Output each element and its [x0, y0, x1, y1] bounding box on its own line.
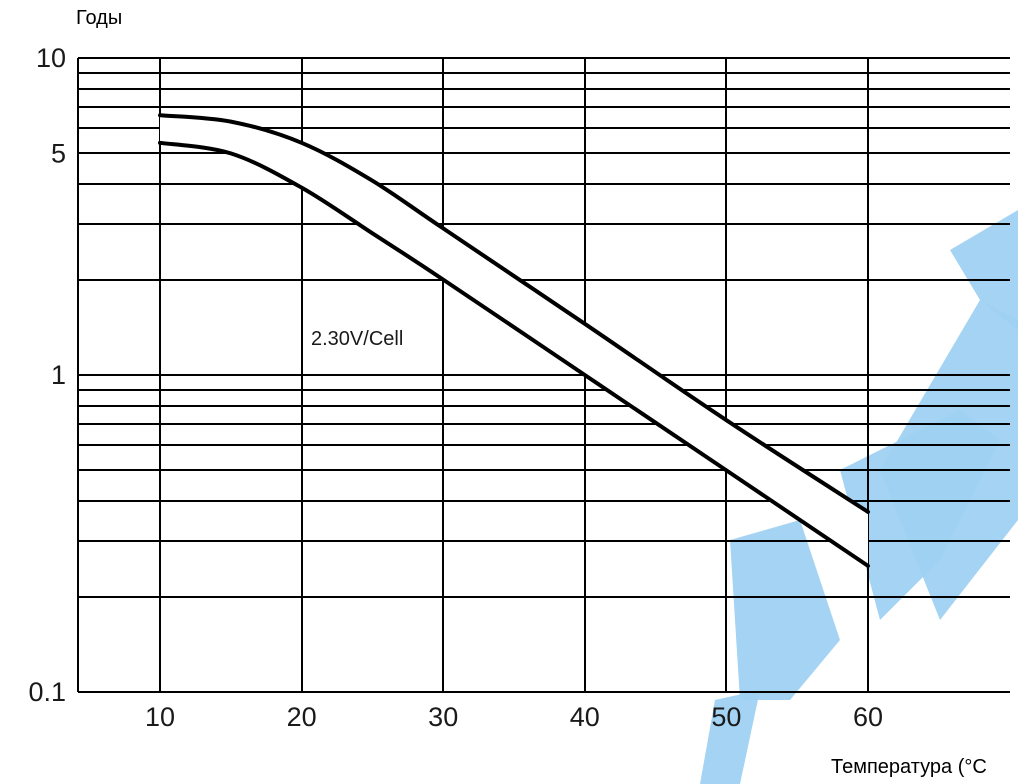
series-annotation: 2.30V/Cell — [311, 328, 403, 350]
plot-frame — [77, 57, 1010, 693]
y-tick-labels: 10 5 1 0.1 — [28, 43, 66, 707]
x-tick-label-4: 50 — [711, 702, 741, 732]
x-tick-label-2: 30 — [428, 702, 458, 732]
x-tick-label-1: 20 — [287, 702, 317, 732]
x-tick-label-5: 60 — [853, 702, 883, 732]
series-group — [158, 113, 870, 568]
y-axis-label: Годы — [76, 7, 122, 29]
x-axis-label: Температура (°C — [831, 756, 987, 778]
y-tick-label-0: 10 — [36, 43, 66, 73]
x-tick-labels: 10 20 30 40 50 60 — [145, 702, 883, 732]
watermark-shape-4 — [950, 210, 1018, 330]
band-fill — [160, 115, 868, 566]
x-tick-label-3: 40 — [570, 702, 600, 732]
chart-grid — [78, 58, 1010, 692]
watermark-shape-0 — [730, 520, 840, 700]
y-tick-label-2: 1 — [51, 360, 66, 390]
series-line-0 — [158, 113, 870, 514]
x-tick-label-0: 10 — [145, 702, 175, 732]
y-tick-label-1: 5 — [51, 138, 66, 168]
series-line-1 — [158, 140, 870, 568]
watermark-shape-1 — [700, 690, 760, 784]
watermark — [700, 210, 1018, 784]
y-tick-label-3: 0.1 — [28, 677, 66, 707]
